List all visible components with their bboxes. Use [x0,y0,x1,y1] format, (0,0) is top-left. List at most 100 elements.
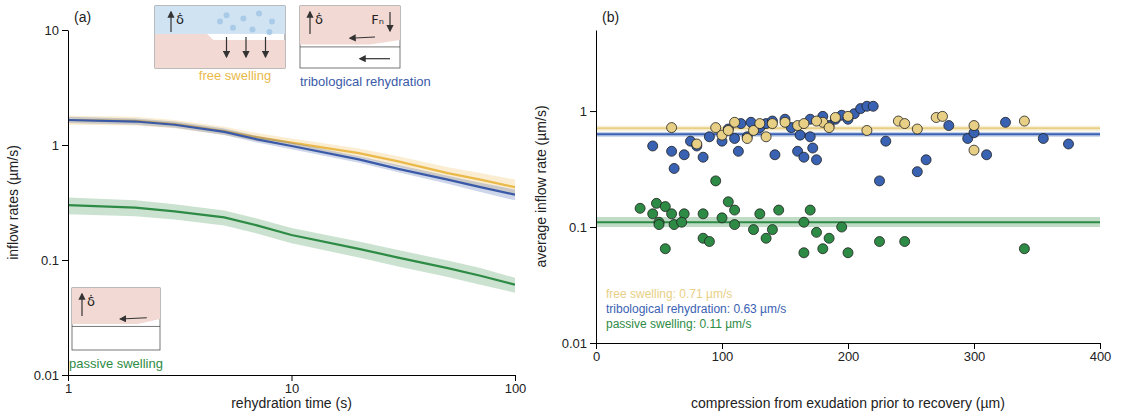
y-tick-mark [62,145,68,146]
y-axis: 0.010.1110 [34,23,69,383]
point [767,225,777,235]
counterface [72,326,160,327]
swell-arrow [309,12,310,34]
point [730,117,740,127]
flow-arrow [350,37,375,38]
point [704,132,714,142]
y-tick: 0.01 [562,336,596,351]
point [774,205,784,215]
point [969,121,979,131]
y-axis: 0.010.11 [562,31,597,351]
y-tick: 0.01 [34,368,68,383]
point [824,123,834,133]
point [648,141,658,151]
y-tick-label: 0.1 [41,253,59,268]
x-tick: 400 [1090,343,1112,364]
plot-area [68,116,515,293]
water-region [155,6,285,34]
inset: δ̇Fₙtribological rehydration [300,6,431,89]
x-tick-mark [515,375,516,381]
point [862,125,872,135]
x-axis: 0 100 200 300 400 [593,343,1111,364]
flow-arrow [265,37,266,57]
inset-symbol: δ̇ [315,12,323,27]
point [667,146,677,156]
point [698,152,708,162]
y-tick: 1 [580,104,596,119]
x-axis-title: compression from exudation prior to reco… [691,395,1005,411]
x-tick-label: 1 [65,381,72,396]
point [755,119,765,129]
inset-symbol: δ̇ [87,294,95,309]
y-axis-line [596,31,597,344]
point [717,213,727,223]
y-tick-mark [62,260,68,261]
point [982,150,992,160]
point [660,244,670,254]
x-tick-mark [974,343,975,349]
point [799,152,809,162]
point [812,155,822,165]
point [711,176,721,186]
water-dot [256,10,262,16]
point [730,220,740,230]
panel-0: δ̇free swellingδ̇Fₙtribological rehydrat… [5,6,526,411]
point [667,123,677,133]
x-tick-label: 300 [964,349,986,364]
point [818,244,828,254]
x-tick: 300 [964,343,986,364]
point [795,130,805,140]
x-tick: 10 [285,375,299,396]
y-tick-mark [590,111,596,112]
x-tick-mark [292,375,293,381]
point [1019,116,1029,126]
flow-arrow [120,318,146,319]
point [761,233,771,243]
x-tick: 1 [65,375,72,396]
point [799,217,809,227]
y-tick-label: 0.01 [562,336,587,351]
inset-frame [155,6,285,68]
point [944,121,954,131]
x-tick: 100 [712,343,734,364]
point [780,117,790,127]
point [679,150,689,160]
x-tick: 200 [838,343,860,364]
y-axis-title: inflow rates (µm/s) [5,145,21,260]
mean-label: passive swelling: 0.11 µm/s [606,317,751,331]
point [749,225,759,235]
inset-symbol: Fₙ [371,12,384,27]
x-tick-mark [596,343,597,349]
mean-label: tribological rehydration: 0.63 µm/s [606,302,786,316]
x-tick-mark [1100,343,1101,349]
x-tick: 100 [505,375,527,396]
mean-line [596,133,1100,135]
x-axis-title: rehydration time (s) [231,395,352,411]
inset-frame [72,288,160,350]
point [667,209,677,219]
x-tick: 0 [593,343,600,364]
inset-label: passive swelling [69,356,163,371]
y-axis-title: average inflow rate (µm/s) [533,105,549,267]
x-tick-label: 10 [285,381,299,396]
y-axis-line [68,31,69,376]
point [733,146,743,156]
inset-label: free swelling [199,68,271,83]
y-tick-label: 1 [580,104,587,119]
y-tick-label: 10 [45,23,59,38]
water-dot [230,25,236,31]
point [912,124,922,134]
point [875,237,885,247]
point [837,222,847,232]
flow-arrow [245,37,246,57]
point [969,145,979,155]
error-band [68,197,515,292]
flow-arrow [226,37,227,57]
x-tick-label: 200 [838,349,860,364]
y-tick-label: 0.01 [34,368,59,383]
point [830,112,840,122]
point [868,101,878,111]
slide-arrow [360,58,390,59]
x-tick-mark [848,343,849,349]
x-tick-label: 400 [1090,349,1112,364]
